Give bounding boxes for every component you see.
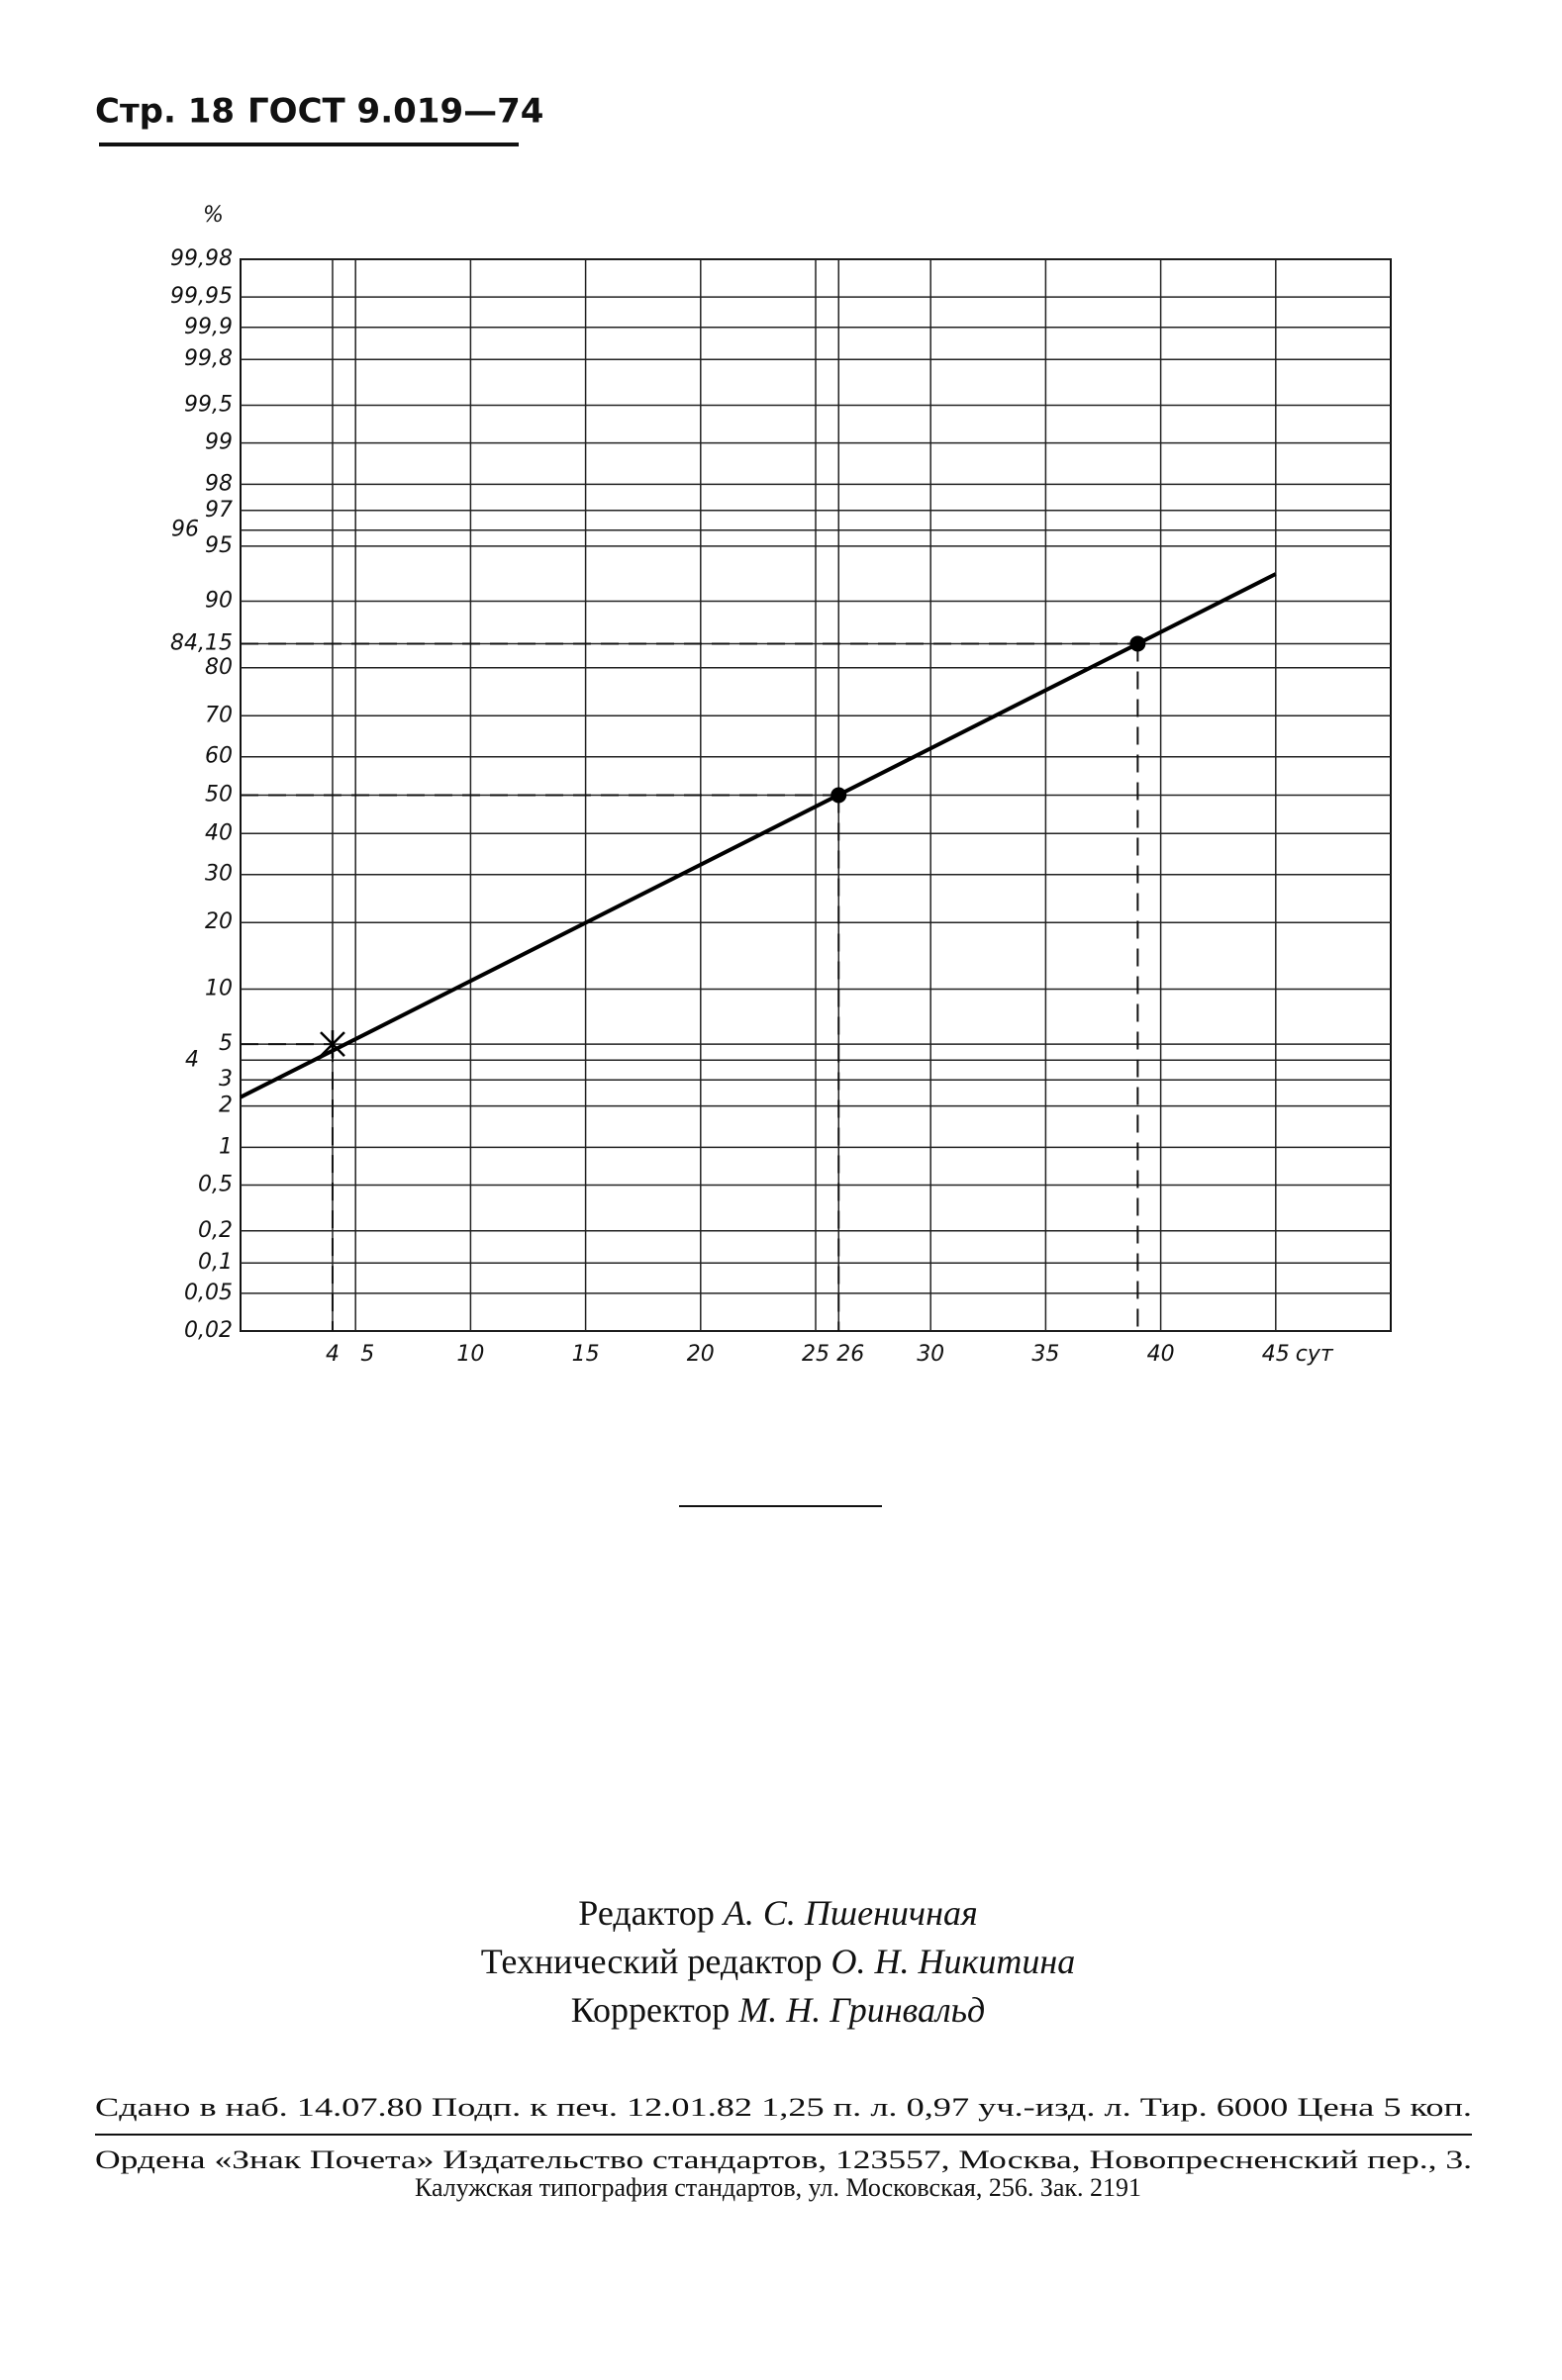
x-tick-label: 40 bbox=[1147, 1342, 1175, 1367]
y-tick-label: 4 bbox=[185, 1047, 199, 1072]
y-unit-label: % bbox=[203, 203, 224, 228]
data-point bbox=[830, 787, 847, 804]
x-tick-label: 26 bbox=[836, 1342, 864, 1367]
y-tick-label: 5 bbox=[219, 1031, 233, 1056]
y-tick-label: 0,05 bbox=[184, 1281, 233, 1305]
x-tick-label: 5 bbox=[360, 1342, 374, 1367]
x-unit-label: сут bbox=[1296, 1342, 1334, 1367]
y-tick-label: 0,1 bbox=[198, 1250, 233, 1275]
x-tick-label: 15 bbox=[572, 1342, 600, 1367]
x-tick-label: 10 bbox=[456, 1342, 484, 1367]
fit-line bbox=[240, 572, 1277, 1099]
y-tick-label: 2 bbox=[219, 1094, 233, 1118]
credit-name: М. Н. Гринвальд bbox=[737, 1990, 985, 2030]
y-tick-label: 40 bbox=[205, 820, 233, 845]
y-tick-label: 60 bbox=[205, 744, 233, 769]
publisher-line: Калужская типография стандартов, ул. Мос… bbox=[415, 2173, 1141, 2202]
y-tick-label: 96 bbox=[171, 518, 199, 542]
publisher-line: Ордена «Знак Почета» Издательство станда… bbox=[95, 2145, 1472, 2174]
credit-role: Технический редактор bbox=[481, 1942, 823, 1981]
y-tick-label: 95 bbox=[205, 533, 233, 558]
y-tick-label: 50 bbox=[205, 783, 233, 808]
x-tick-label: 45 bbox=[1262, 1342, 1290, 1367]
credit-space bbox=[823, 1942, 831, 1981]
y-tick-label: 70 bbox=[205, 703, 233, 727]
y-tick-label: 0,5 bbox=[198, 1173, 233, 1197]
y-tick-label: 99 bbox=[205, 430, 233, 455]
y-tick-label: 20 bbox=[205, 909, 233, 934]
x-tick-label: 20 bbox=[687, 1342, 715, 1367]
credit-line: Технический редактор О. Н. Никитина bbox=[481, 1942, 1075, 1981]
credit-space bbox=[730, 1990, 738, 2030]
y-tick-label: 90 bbox=[205, 588, 233, 613]
y-tick-label: 30 bbox=[205, 862, 233, 887]
y-tick-label: 98 bbox=[205, 471, 233, 496]
y-tick-label: 99,8 bbox=[184, 346, 233, 371]
y-tick-label: 99,9 bbox=[184, 315, 233, 339]
x-tick-label: 35 bbox=[1031, 1342, 1059, 1367]
y-tick-label: 99,95 bbox=[170, 284, 233, 309]
credit-role: Редактор bbox=[578, 1893, 715, 1933]
y-tick-label: 0,02 bbox=[184, 1318, 233, 1343]
print-info: Сдано в наб. 14.07.80 Подп. к печ. 12.01… bbox=[95, 2093, 1472, 2122]
credit-role: Корректор bbox=[571, 1990, 730, 2030]
y-tick-label: 97 bbox=[205, 498, 233, 523]
y-tick-label: 0,2 bbox=[198, 1218, 233, 1243]
data-point bbox=[1129, 635, 1146, 652]
credit-line: Корректор М. Н. Гринвальд bbox=[571, 1990, 985, 2030]
data-point bbox=[320, 1030, 345, 1059]
y-tick-label: 1 bbox=[219, 1134, 233, 1159]
x-tick-label: 4 bbox=[326, 1342, 340, 1367]
credit-name: А. С. Пшеничная bbox=[722, 1893, 978, 1933]
x-tick-label: 25 bbox=[802, 1342, 830, 1367]
standard-number: ГОСТ 9.019—74 bbox=[247, 92, 543, 132]
credit-line: Редактор А. С. Пшеничная bbox=[578, 1893, 977, 1933]
x-tick-label: 30 bbox=[917, 1342, 944, 1367]
y-tick-label: 3 bbox=[219, 1067, 233, 1092]
credit-name: О. Н. Никитина bbox=[831, 1942, 1076, 1981]
y-tick-label: 84,15 bbox=[170, 630, 233, 655]
y-tick-label: 99,5 bbox=[184, 392, 233, 417]
page-number: Стр. 18 bbox=[95, 92, 235, 132]
y-tick-label: 99,98 bbox=[170, 246, 233, 271]
y-tick-label: 80 bbox=[205, 655, 233, 680]
credit-space bbox=[715, 1893, 724, 1933]
y-tick-label: 10 bbox=[205, 977, 233, 1001]
